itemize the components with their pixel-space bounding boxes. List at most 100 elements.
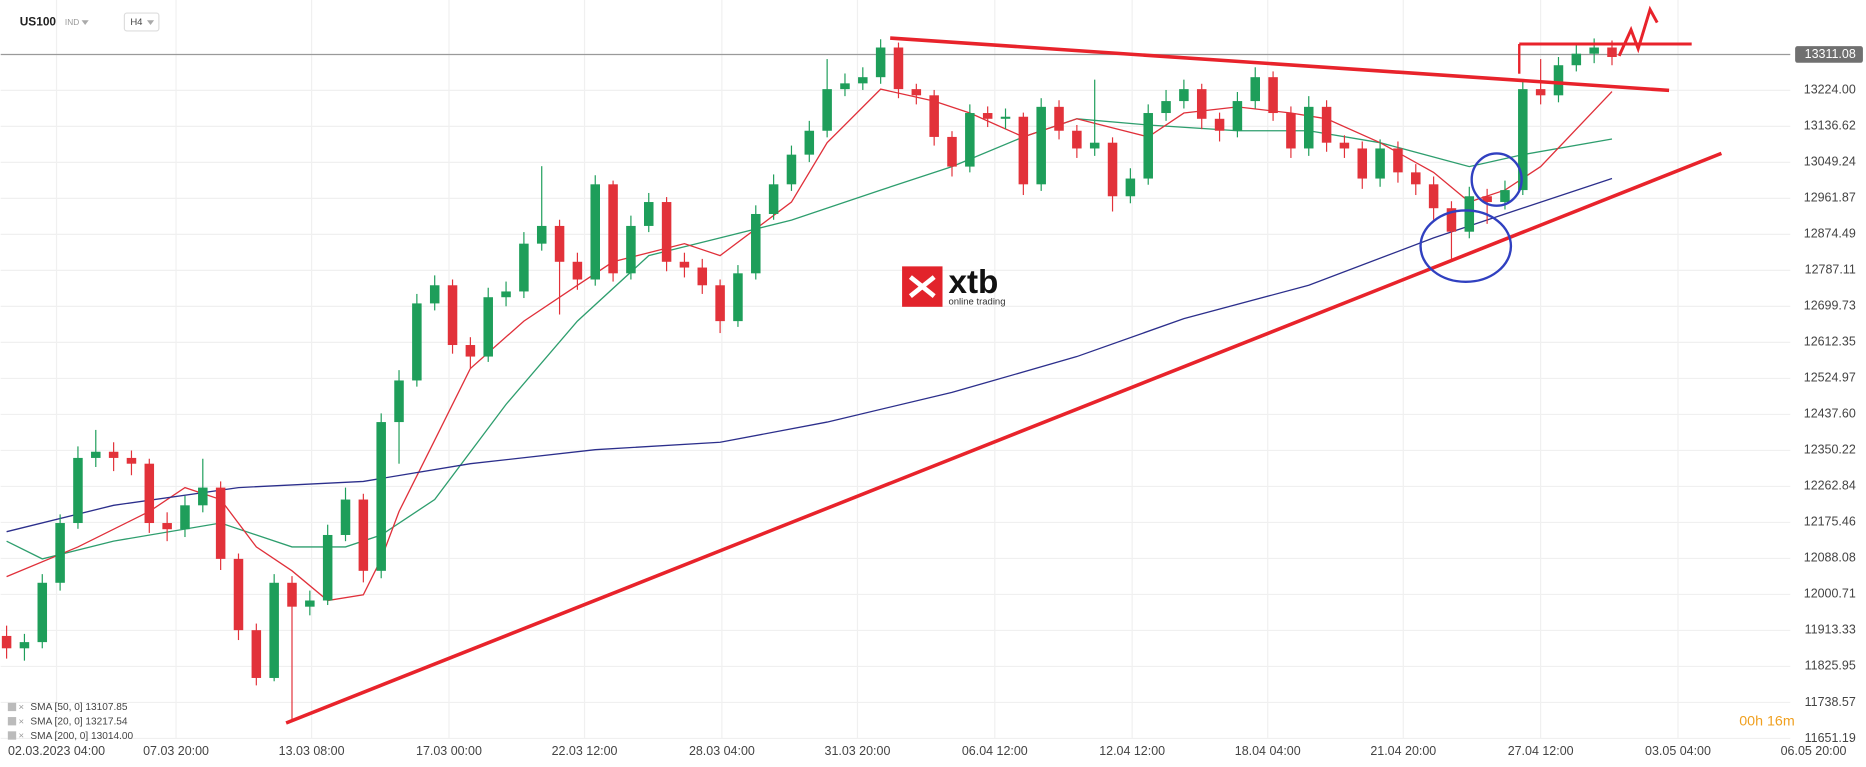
candle-body (144, 463, 155, 524)
x-tick-label: 06.05 20:00 (1781, 744, 1847, 758)
candle-body (162, 523, 172, 530)
symbol: US100 (20, 15, 57, 29)
candle-body (858, 77, 868, 84)
candle-body (554, 225, 565, 262)
candle-body (929, 95, 939, 137)
header: US100 IND H4 (20, 12, 160, 32)
annotations (285, 5, 1723, 725)
candle-body (1036, 106, 1046, 185)
candle-body (1143, 113, 1153, 179)
legend-icon-close: × (19, 702, 25, 713)
x-tick-label: 12.04 12:00 (1099, 744, 1165, 758)
candle-body (1214, 118, 1225, 131)
x-tick-label: 03.05 04:00 (1645, 744, 1711, 758)
legend-icon-close: × (19, 731, 25, 742)
candle-body (1250, 77, 1260, 102)
candle-body (126, 457, 137, 464)
candle-body (1375, 148, 1385, 179)
support-trendline (285, 151, 1723, 725)
axes: 11651.19 11738.57 11825.95 11913.33 12000.71… (8, 46, 1863, 758)
y-tick-label: 12000.71 (1804, 587, 1856, 601)
candle-body (643, 202, 654, 226)
candle-body (73, 457, 83, 524)
x-tick-label: 27.04 12:00 (1508, 744, 1574, 758)
candle-body (251, 630, 262, 678)
candle-body (1089, 142, 1100, 149)
candle-body (412, 303, 422, 381)
y-tick-label: 13136.62 (1804, 119, 1856, 133)
candle-body (340, 499, 351, 535)
candle-body (1464, 196, 1475, 232)
x-tick-label: 07.03 20:00 (143, 744, 209, 758)
x-tick-label: 28.03 04:00 (689, 744, 755, 758)
candle-body (1446, 208, 1457, 232)
candle-body (429, 285, 440, 304)
candle-body (626, 225, 636, 274)
candle-body (1411, 172, 1421, 185)
candle-body (465, 345, 476, 357)
candle-body (1303, 106, 1314, 149)
y-tick-label: 11825.95 (1805, 659, 1856, 673)
projection-arrow (1617, 5, 1659, 57)
candle-body (572, 261, 583, 280)
candle-body (804, 130, 815, 155)
candle-body (180, 505, 190, 530)
candle-body (37, 582, 48, 643)
highlight-circle (1419, 209, 1513, 284)
candle-body (661, 202, 672, 262)
candle-body (55, 523, 65, 583)
candle-body (982, 113, 993, 119)
interval-button[interactable] (123, 12, 160, 32)
resistance-trendline (890, 36, 1670, 93)
x-tick-label: 18.04 04:00 (1235, 744, 1301, 758)
candle-body (1428, 184, 1439, 209)
candle-body (91, 451, 101, 458)
candle-body (911, 89, 922, 96)
candle-body (608, 184, 618, 274)
candle-body (965, 113, 975, 167)
candle-body (536, 225, 547, 244)
y-tick-label: 11738.57 (1805, 695, 1856, 709)
last-price-box (1795, 46, 1863, 63)
y-tick-label: 12262.84 (1804, 479, 1856, 493)
x-tick-label: 21.04 20:00 (1370, 744, 1436, 758)
candle-body (1286, 113, 1296, 149)
candle-body (287, 582, 297, 607)
x-tick-label: 22.03 12:00 (552, 744, 618, 758)
candle-body (358, 499, 369, 571)
candle-body (1553, 65, 1564, 96)
candle-body (376, 422, 386, 571)
y-tick-label: 13224.00 (1804, 83, 1856, 97)
candle-body (1393, 148, 1403, 173)
candle-body (751, 213, 761, 274)
candle-body (269, 582, 279, 678)
legend-label: SMA [50, 0] 13107.85 (30, 702, 127, 713)
legend-icon (7, 702, 17, 712)
y-tick-label: 12787.11 (1805, 263, 1856, 277)
candle-body (483, 297, 493, 357)
grid (0, 0, 1791, 740)
x-tick-label: 17.03 00:00 (416, 744, 482, 758)
y-tick-label: 12437.60 (1804, 407, 1856, 421)
candle-body (108, 451, 119, 458)
dropdown-icon (81, 20, 89, 25)
legend-icon (7, 717, 17, 726)
candle-body (1125, 178, 1136, 197)
candle-body (875, 47, 886, 78)
y-tick-label: 12524.97 (1804, 371, 1856, 385)
y-tick-label: 13049.24 (1804, 155, 1856, 169)
candle-body (1500, 190, 1510, 203)
interval[interactable]: H4 (130, 17, 142, 28)
market: IND (65, 17, 79, 27)
price-axis-panel (1790, 0, 1866, 767)
candle-body (1072, 130, 1082, 149)
y-tick-label: 12350.22 (1804, 443, 1856, 457)
candle-body (768, 184, 779, 214)
candle-body (1518, 89, 1528, 191)
last-price-label: 13311.08 (1805, 47, 1856, 61)
y-tick-label: 12612.35 (1804, 335, 1856, 349)
candle-body (1321, 106, 1332, 143)
legend-label: SMA [200, 0] 13014.00 (30, 731, 133, 742)
candle-body (733, 273, 743, 322)
